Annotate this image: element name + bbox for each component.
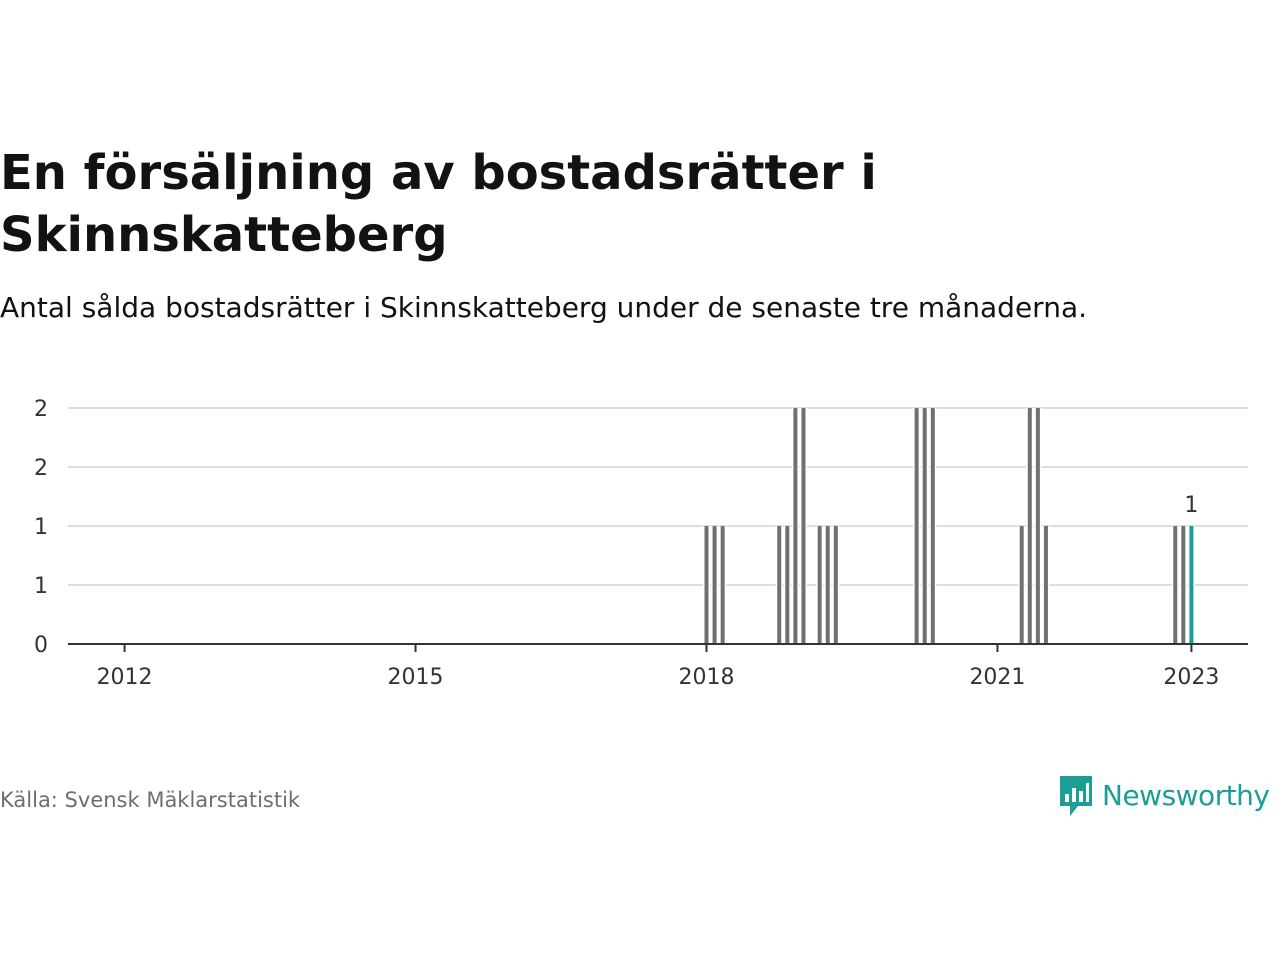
bar: [914, 408, 919, 644]
brand-name: Newsworthy: [1102, 778, 1270, 812]
bar: [1019, 526, 1024, 644]
y-tick-label: 0: [34, 633, 48, 658]
bar: [1189, 526, 1194, 644]
bar: [817, 526, 822, 644]
x-tick-label: 2015: [388, 665, 444, 690]
bar: [1043, 526, 1048, 644]
bar: [825, 526, 830, 644]
x-tick-label: 2018: [678, 665, 734, 690]
x-tick-label: 2012: [97, 665, 153, 690]
x-axis-labels: 2012 2015 2018 2021 2023: [97, 665, 1220, 690]
bar: [930, 408, 935, 644]
highlight-value-label: 1: [1184, 493, 1198, 518]
bar: [833, 526, 838, 644]
page-subtitle: Antal sålda bostadsrätter i Skinnskatteb…: [0, 291, 1087, 324]
brand-logo[interactable]: Newsworthy: [1058, 772, 1270, 818]
annotations: 1: [1184, 493, 1198, 518]
y-tick-label: 2: [34, 397, 48, 422]
page-title: En försäljning av bostadsrätter i Skinns…: [0, 145, 877, 263]
bar: [704, 526, 709, 644]
y-tick-label: 1: [34, 574, 48, 599]
gridlines: [68, 407, 1248, 586]
x-tick-label: 2023: [1163, 665, 1219, 690]
bar: [801, 408, 806, 644]
x-tick-label: 2021: [969, 665, 1025, 690]
bar: [793, 408, 798, 644]
y-tick-label: 1: [34, 515, 48, 540]
bars: [702, 408, 1195, 644]
y-axis-labels: 0 1 1 2 2: [34, 397, 48, 658]
y-tick-label: 2: [34, 456, 48, 481]
bar: [1027, 408, 1032, 644]
bar: [720, 526, 725, 644]
newsworthy-chart-bubble-icon: [1060, 776, 1092, 816]
bar: [1035, 408, 1040, 644]
bar-chart: 0 1 1 2 2 2012 2015 2018 2021 2023 1: [34, 397, 1248, 690]
bar: [785, 526, 790, 644]
bar: [777, 526, 782, 644]
bar: [922, 408, 927, 644]
bar: [712, 526, 717, 644]
bar: [1173, 526, 1178, 644]
x-axis: [68, 643, 1248, 652]
source-note: Källa: Svensk Mäklarstatistik: [0, 788, 301, 812]
bar: [1181, 526, 1186, 644]
